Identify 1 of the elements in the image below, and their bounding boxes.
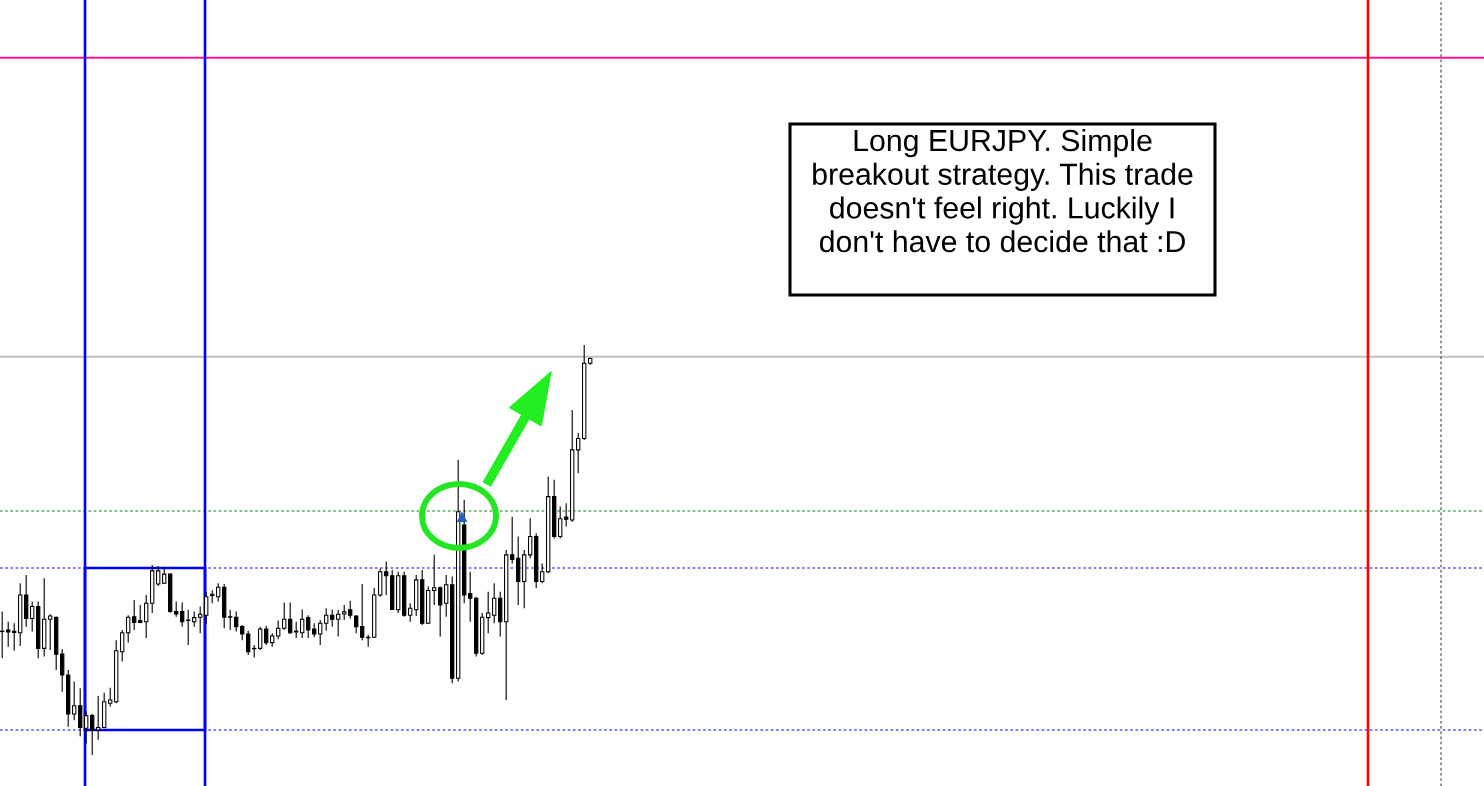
text: Long EURJPY. Simple breakout strategy. This trade doesn't feel right. Luckily I don't have to decide that :D xyxy=(813,129,1193,253)
